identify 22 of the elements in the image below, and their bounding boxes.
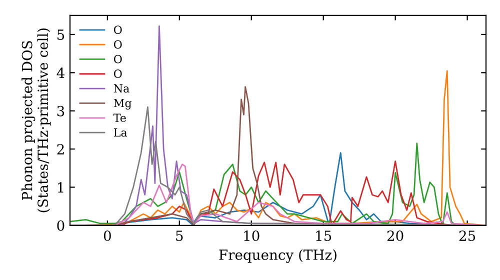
x-tick-label: 0	[104, 230, 111, 242]
legend-label: O	[114, 26, 122, 34]
x-tick-label: 20	[387, 230, 404, 242]
legend-label: O	[114, 54, 122, 64]
y-tick-label: 4	[56, 68, 64, 78]
legend-label: Na	[114, 84, 130, 93]
legend-label: O	[114, 40, 122, 49]
y-tick-label: 1	[58, 182, 64, 192]
y-axis-title: Phonon projected DOS (States/THz·primitive cell)	[22, 28, 51, 212]
x-tick-label: 25	[459, 230, 476, 242]
y-tick-label: 0	[57, 220, 64, 231]
x-tick-label: 15	[316, 230, 332, 242]
x-tick-label: 5	[176, 230, 183, 242]
legend-label: Te	[113, 114, 126, 122]
y-tick-label: 2	[57, 144, 64, 154]
y-tick-label: 3	[57, 106, 64, 116]
x-axis-title: Frequency (THz)	[219, 249, 336, 263]
legend-label: Mg	[114, 98, 132, 110]
legend-label: O	[114, 70, 122, 78]
y-tick-label: 5	[57, 30, 64, 40]
legend-label: La	[114, 128, 128, 137]
x-tick-label: 10	[244, 230, 260, 242]
